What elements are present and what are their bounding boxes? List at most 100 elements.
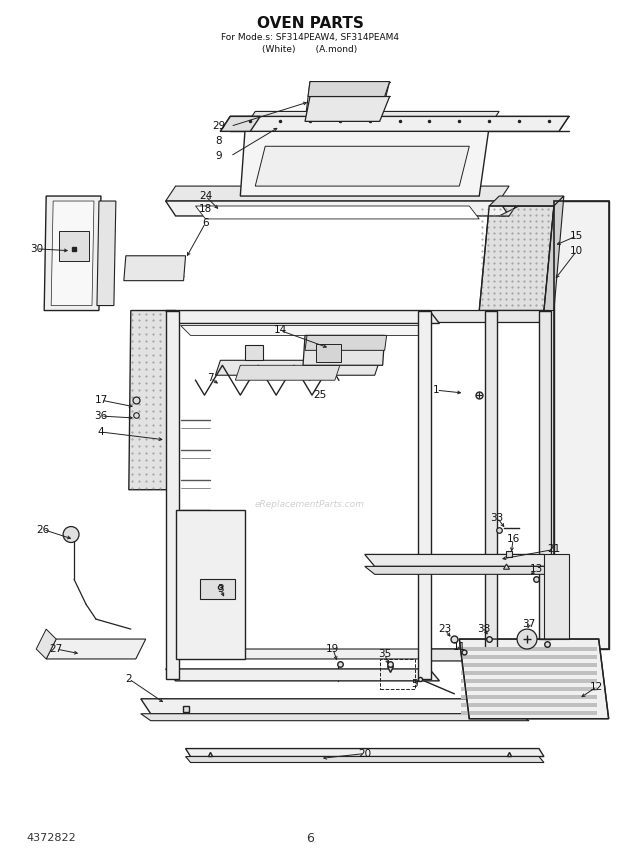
Polygon shape [499,201,529,216]
Text: 36: 36 [94,411,107,421]
Polygon shape [36,629,56,659]
Text: For Mode.s: SF314PEAW4, SF314PEAM4: For Mode.s: SF314PEAW4, SF314PEAM4 [221,33,399,42]
Polygon shape [544,555,569,639]
Text: 27: 27 [50,644,63,654]
Polygon shape [180,325,430,336]
Polygon shape [215,360,379,375]
Polygon shape [246,111,499,127]
Polygon shape [141,698,529,714]
Polygon shape [124,256,185,281]
Text: 5: 5 [411,679,418,689]
Polygon shape [166,669,440,681]
Text: 4372822: 4372822 [26,833,76,843]
Polygon shape [129,311,175,490]
Text: 37: 37 [523,619,536,629]
Text: 17: 17 [94,395,107,405]
Polygon shape [461,710,596,715]
Circle shape [517,629,537,649]
Text: 13: 13 [529,564,542,574]
Polygon shape [305,336,387,350]
Polygon shape [420,311,549,323]
Text: 6: 6 [202,218,209,228]
Polygon shape [539,311,551,639]
Text: 26: 26 [37,525,50,534]
Polygon shape [255,146,469,186]
Polygon shape [44,196,101,311]
Text: 33: 33 [490,513,504,523]
Polygon shape [459,639,609,719]
Polygon shape [365,567,554,574]
Text: 35: 35 [378,649,391,659]
Text: 2: 2 [125,674,132,684]
Text: 12: 12 [590,682,603,692]
Polygon shape [544,196,564,311]
Polygon shape [166,311,440,324]
Text: 29: 29 [212,122,225,131]
Bar [246,345,264,360]
Text: 15: 15 [570,231,583,241]
Polygon shape [166,311,179,679]
Polygon shape [308,81,389,97]
Polygon shape [461,647,596,651]
Text: 14: 14 [273,325,287,336]
Polygon shape [236,366,340,380]
Polygon shape [461,695,596,698]
Polygon shape [461,655,596,659]
Polygon shape [166,201,509,216]
Text: 30: 30 [30,244,43,254]
Text: 19: 19 [326,644,340,654]
Text: OVEN PARTS: OVEN PARTS [257,16,363,32]
Circle shape [63,526,79,543]
Bar [379,659,415,689]
Polygon shape [461,687,596,691]
Polygon shape [303,336,384,366]
Polygon shape [141,714,529,721]
Polygon shape [461,679,596,683]
Polygon shape [489,196,564,206]
Polygon shape [185,757,544,763]
Text: 38: 38 [477,624,491,634]
Polygon shape [175,509,246,659]
Text: 25: 25 [313,390,327,400]
Text: 18: 18 [199,204,212,214]
Polygon shape [479,206,554,311]
Bar [316,344,341,362]
Text: 20: 20 [358,748,371,758]
Text: 1: 1 [433,385,440,395]
Polygon shape [461,663,596,667]
Text: eReplacementParts.com: eReplacementParts.com [255,500,365,509]
Text: 4: 4 [97,427,104,437]
Polygon shape [97,201,116,306]
Polygon shape [305,97,389,122]
Polygon shape [220,116,569,131]
Polygon shape [554,201,609,649]
Polygon shape [180,649,479,659]
Polygon shape [420,649,549,661]
Polygon shape [461,703,596,707]
Polygon shape [417,311,432,679]
Text: 24: 24 [199,191,212,201]
Polygon shape [241,127,489,196]
Text: 7: 7 [207,373,214,383]
Text: 16: 16 [507,534,520,544]
Text: (White)       (A.mond): (White) (A.mond) [262,45,358,54]
Polygon shape [365,555,554,567]
Text: 8: 8 [215,136,222,146]
Polygon shape [200,580,236,599]
Polygon shape [185,748,544,757]
Text: 11: 11 [453,642,466,652]
Text: 23: 23 [438,624,451,634]
Text: 10: 10 [570,246,583,256]
Polygon shape [195,206,479,219]
Text: 9: 9 [215,152,222,161]
Polygon shape [220,116,260,131]
Polygon shape [51,201,94,306]
Polygon shape [46,639,146,659]
Polygon shape [461,671,596,675]
Text: 3: 3 [217,585,224,594]
Polygon shape [59,231,89,261]
Text: 6: 6 [306,832,314,845]
Text: 21: 21 [547,544,560,555]
Polygon shape [166,186,509,201]
Polygon shape [485,311,497,649]
